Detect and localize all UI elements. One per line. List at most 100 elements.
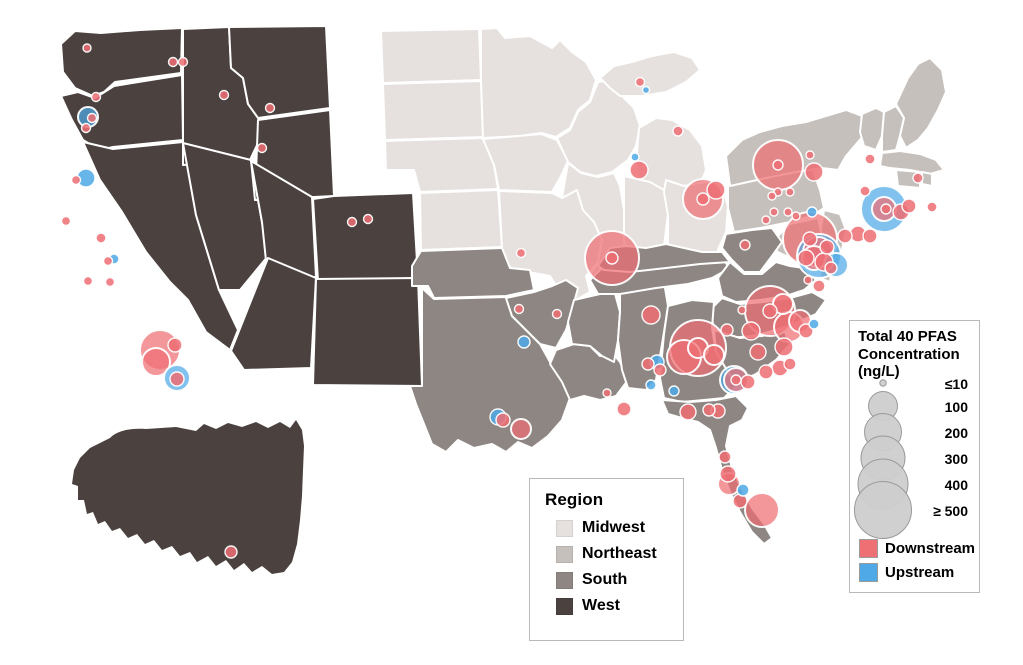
pfas-legend-title: Total 40 PFAS Concentration (ng/L)	[858, 328, 980, 381]
sample-bubble-downstream	[224, 545, 238, 559]
state-polygons	[60, 25, 947, 574]
pfas-legend-bubble-svg	[854, 379, 912, 539]
pfas-legend-label-300: 300	[944, 451, 968, 467]
sample-bubble-downstream	[912, 172, 924, 184]
sample-bubble-downstream	[264, 102, 276, 114]
sample-bubble-downstream	[634, 76, 646, 88]
sample-bubble-downstream	[772, 159, 784, 171]
sample-bubble-downstream	[762, 303, 778, 319]
sample-bubble-upstream	[517, 335, 531, 349]
sample-bubble-downstream	[696, 192, 710, 206]
sample-bubble-downstream	[862, 228, 878, 244]
sample-bubble-downstream	[653, 363, 667, 377]
pfas-legend-upstream: Upstream	[859, 563, 954, 582]
pfas-legend-title-line3: (ng/L)	[858, 363, 900, 380]
pfas-legend-label-500: ≥ 500	[933, 503, 968, 519]
sample-bubble-upstream	[645, 379, 657, 391]
sample-bubble-downstream	[804, 162, 824, 182]
pfas-legend-bubbles: ≤10 100 200 300 400 ≥ 500	[850, 376, 981, 539]
sample-bubble-upstream	[736, 483, 750, 497]
sample-bubble-downstream	[90, 91, 102, 103]
sample-bubble-downstream	[837, 228, 853, 244]
sample-bubble-downstream	[551, 308, 563, 320]
sample-bubble-downstream	[167, 337, 183, 353]
sample-bubble-downstream	[798, 323, 814, 339]
upstream-label: Upstream	[885, 564, 955, 581]
downstream-swatch	[859, 539, 878, 558]
sample-bubble-downstream	[495, 412, 511, 428]
sample-bubble-downstream	[177, 56, 189, 68]
sample-bubble-downstream	[256, 142, 268, 154]
region-legend-item-west: West	[556, 593, 683, 619]
sample-bubble-downstream	[758, 364, 774, 380]
sample-bubble-downstream	[82, 43, 92, 53]
sample-bubbles	[60, 43, 938, 559]
pfas-legend-label-200: 200	[944, 425, 968, 441]
sample-bubble-downstream	[86, 112, 98, 124]
pfas-legend-label-100: 100	[944, 399, 968, 415]
sample-bubble-downstream	[880, 203, 892, 215]
sample-bubble-downstream	[80, 122, 92, 134]
region-legend: Region Midwest Northeast South West	[529, 478, 684, 641]
region-legend-item-midwest: Midwest	[556, 515, 683, 541]
sample-bubble-downstream	[741, 321, 761, 341]
region-swatch-midwest	[556, 519, 573, 537]
legend-bubble-500	[854, 481, 912, 539]
sample-bubble-downstream	[641, 357, 655, 371]
region-legend-title: Region	[545, 490, 604, 509]
sample-bubble-downstream	[785, 187, 795, 197]
pfas-legend-title-line2: Concentration	[858, 345, 960, 363]
pfas-legend-title-line1: Total 40 PFAS	[858, 328, 957, 345]
sample-bubble-downstream	[95, 232, 107, 244]
region-swatch-northeast	[556, 545, 573, 563]
sample-bubble-downstream	[783, 357, 797, 371]
state-alaska	[72, 420, 304, 574]
sample-bubble-upstream	[630, 152, 640, 162]
sample-bubble-downstream	[102, 255, 114, 267]
sample-bubble-downstream	[719, 465, 737, 483]
sample-bubble-downstream	[744, 492, 780, 528]
sample-bubble-downstream	[70, 174, 82, 186]
sample-bubble-downstream	[901, 198, 917, 214]
sample-bubble-downstream	[672, 125, 684, 137]
sample-bubble-downstream	[629, 160, 649, 180]
sample-bubble-downstream	[616, 401, 632, 417]
region-west	[60, 25, 423, 574]
sample-bubble-downstream	[169, 371, 185, 387]
sample-bubble-downstream	[510, 418, 532, 440]
region-label-northeast: Northeast	[582, 545, 657, 562]
sample-bubble-downstream	[769, 207, 779, 217]
sample-bubble-downstream	[824, 261, 838, 275]
sample-bubble-downstream	[60, 215, 72, 227]
sample-bubble-downstream	[812, 279, 826, 293]
sample-bubble-downstream	[362, 213, 374, 225]
sample-bubble-downstream	[679, 403, 697, 421]
legend-bubble-10	[879, 379, 887, 387]
sample-bubble-downstream	[602, 388, 612, 398]
pfas-size-legend: Total 40 PFAS Concentration (ng/L) ≤10 1…	[849, 320, 980, 593]
sample-bubble-downstream	[926, 201, 938, 213]
region-midwest	[380, 27, 729, 301]
sample-bubble-downstream	[797, 249, 815, 267]
region-legend-item-south: South	[556, 567, 683, 593]
sample-bubble-downstream	[167, 56, 179, 68]
sample-bubble-downstream	[706, 180, 726, 200]
sample-bubble-downstream	[739, 239, 751, 251]
pfas-legend-downstream: Downstream	[859, 539, 975, 558]
region-label-south: South	[582, 571, 628, 588]
region-swatch-south	[556, 571, 573, 589]
sample-bubble-downstream	[718, 450, 732, 464]
sample-bubble-upstream	[808, 318, 820, 330]
region-label-midwest: Midwest	[582, 519, 646, 536]
sample-bubble-downstream	[730, 374, 742, 386]
sample-bubble-downstream	[515, 247, 527, 259]
sample-bubble-downstream	[802, 231, 818, 247]
sample-bubble-downstream	[859, 185, 871, 197]
sample-bubble-downstream	[791, 211, 801, 221]
sample-bubble-downstream	[737, 305, 747, 315]
sample-bubble-downstream	[82, 275, 94, 287]
region-swatch-west	[556, 597, 573, 615]
sample-bubble-downstream	[819, 239, 835, 255]
sample-bubble-downstream	[740, 374, 756, 390]
